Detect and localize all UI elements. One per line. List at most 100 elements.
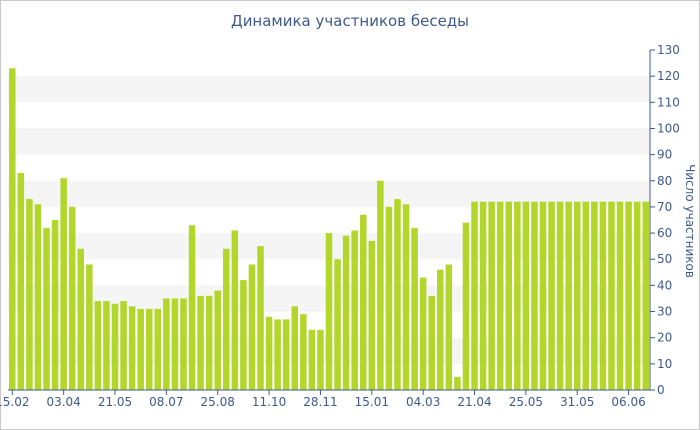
bar — [171, 298, 179, 390]
bar — [291, 306, 299, 390]
bar — [514, 201, 521, 390]
y-tick-label: 80 — [657, 174, 672, 188]
x-tick-label: 15.02 — [0, 395, 29, 409]
bar — [428, 295, 435, 390]
y-tick-label: 70 — [657, 200, 672, 214]
bar — [419, 277, 427, 390]
y-tick-label: 60 — [657, 226, 672, 240]
x-tick-label: 25.08 — [201, 395, 235, 409]
y-tick-label: 30 — [657, 305, 672, 319]
bar — [565, 201, 572, 390]
bar — [137, 308, 144, 390]
bar — [411, 227, 418, 390]
bar-series — [9, 68, 649, 390]
bar — [437, 269, 444, 390]
bar — [34, 204, 42, 390]
bar — [265, 316, 273, 390]
y-tick-label: 110 — [657, 95, 680, 109]
bar — [351, 230, 358, 390]
bar — [60, 178, 67, 390]
bar — [163, 298, 170, 390]
y-tick-label: 120 — [657, 69, 680, 83]
bar — [223, 248, 230, 390]
y-tick-label: 100 — [657, 121, 680, 135]
x-tick-label: 28.11 — [303, 395, 337, 409]
bar — [128, 306, 136, 390]
bar — [43, 227, 50, 390]
bar — [625, 201, 632, 390]
y-tick-label: 40 — [657, 278, 672, 292]
bar — [633, 201, 641, 390]
bar — [188, 225, 196, 390]
x-tick-label: 06.06 — [611, 395, 645, 409]
y-axis-label: Число участников — [683, 164, 697, 278]
bar — [394, 199, 401, 390]
x-tick-label: 15.01 — [355, 395, 389, 409]
bar — [111, 303, 119, 390]
bar — [505, 201, 513, 390]
bar — [180, 298, 187, 390]
bar — [274, 319, 281, 390]
x-tick-label: 21.05 — [98, 395, 132, 409]
x-tick-label: 11.10 — [252, 395, 286, 409]
bar — [317, 329, 324, 390]
bar — [240, 280, 247, 390]
x-axis-ticks: 15.02 03.04 21.05 08.07 25.08 11.10 28.11 15.01… — [0, 390, 646, 409]
bar — [488, 201, 495, 390]
bar — [231, 230, 239, 390]
x-tick-label: 21.04 — [457, 395, 491, 409]
bar — [17, 172, 25, 390]
bar — [77, 248, 85, 390]
bar — [608, 201, 615, 390]
y-axis-ticks: 0 10 20 30 40 50 60 70 80 90 100 110 120 130 — [650, 43, 680, 397]
bar — [145, 308, 153, 390]
bar — [548, 201, 555, 390]
bar — [402, 204, 410, 390]
bar — [642, 201, 649, 390]
bar — [334, 259, 341, 390]
y-tick-label: 130 — [657, 43, 680, 57]
bar — [51, 220, 59, 390]
bar — [496, 201, 504, 390]
x-tick-label: 31.05 — [560, 395, 594, 409]
bar — [94, 301, 102, 390]
bar — [454, 376, 461, 390]
bar — [197, 295, 204, 390]
x-tick-label: 08.07 — [149, 395, 183, 409]
bar — [214, 290, 221, 390]
bar — [479, 201, 487, 390]
bar — [9, 68, 16, 390]
y-tick-label: 20 — [657, 331, 672, 345]
bar — [573, 201, 581, 390]
bar — [120, 301, 127, 390]
bar — [591, 201, 598, 390]
y-tick-label: 10 — [657, 357, 672, 371]
y-tick-label: 90 — [657, 148, 672, 162]
bar — [308, 329, 316, 390]
bar — [556, 201, 564, 390]
bar — [26, 199, 33, 390]
bar — [282, 319, 290, 390]
bar — [342, 235, 350, 390]
grid-band — [8, 128, 650, 155]
bar — [257, 246, 264, 390]
bar — [300, 314, 307, 390]
bar — [86, 264, 93, 390]
bar — [462, 222, 470, 390]
bar — [616, 201, 624, 390]
bar — [368, 240, 376, 390]
bar — [539, 201, 547, 390]
bar — [471, 201, 478, 390]
bar — [154, 308, 162, 390]
bar — [359, 214, 367, 390]
bar — [582, 201, 590, 390]
x-tick-label: 04.03 — [406, 395, 440, 409]
bar — [531, 201, 538, 390]
bar — [377, 180, 384, 390]
x-tick-label: 25.05 — [509, 395, 543, 409]
grid-band — [8, 76, 650, 103]
bar — [599, 201, 607, 390]
y-tick-label: 0 — [657, 383, 665, 397]
bar — [103, 301, 110, 390]
